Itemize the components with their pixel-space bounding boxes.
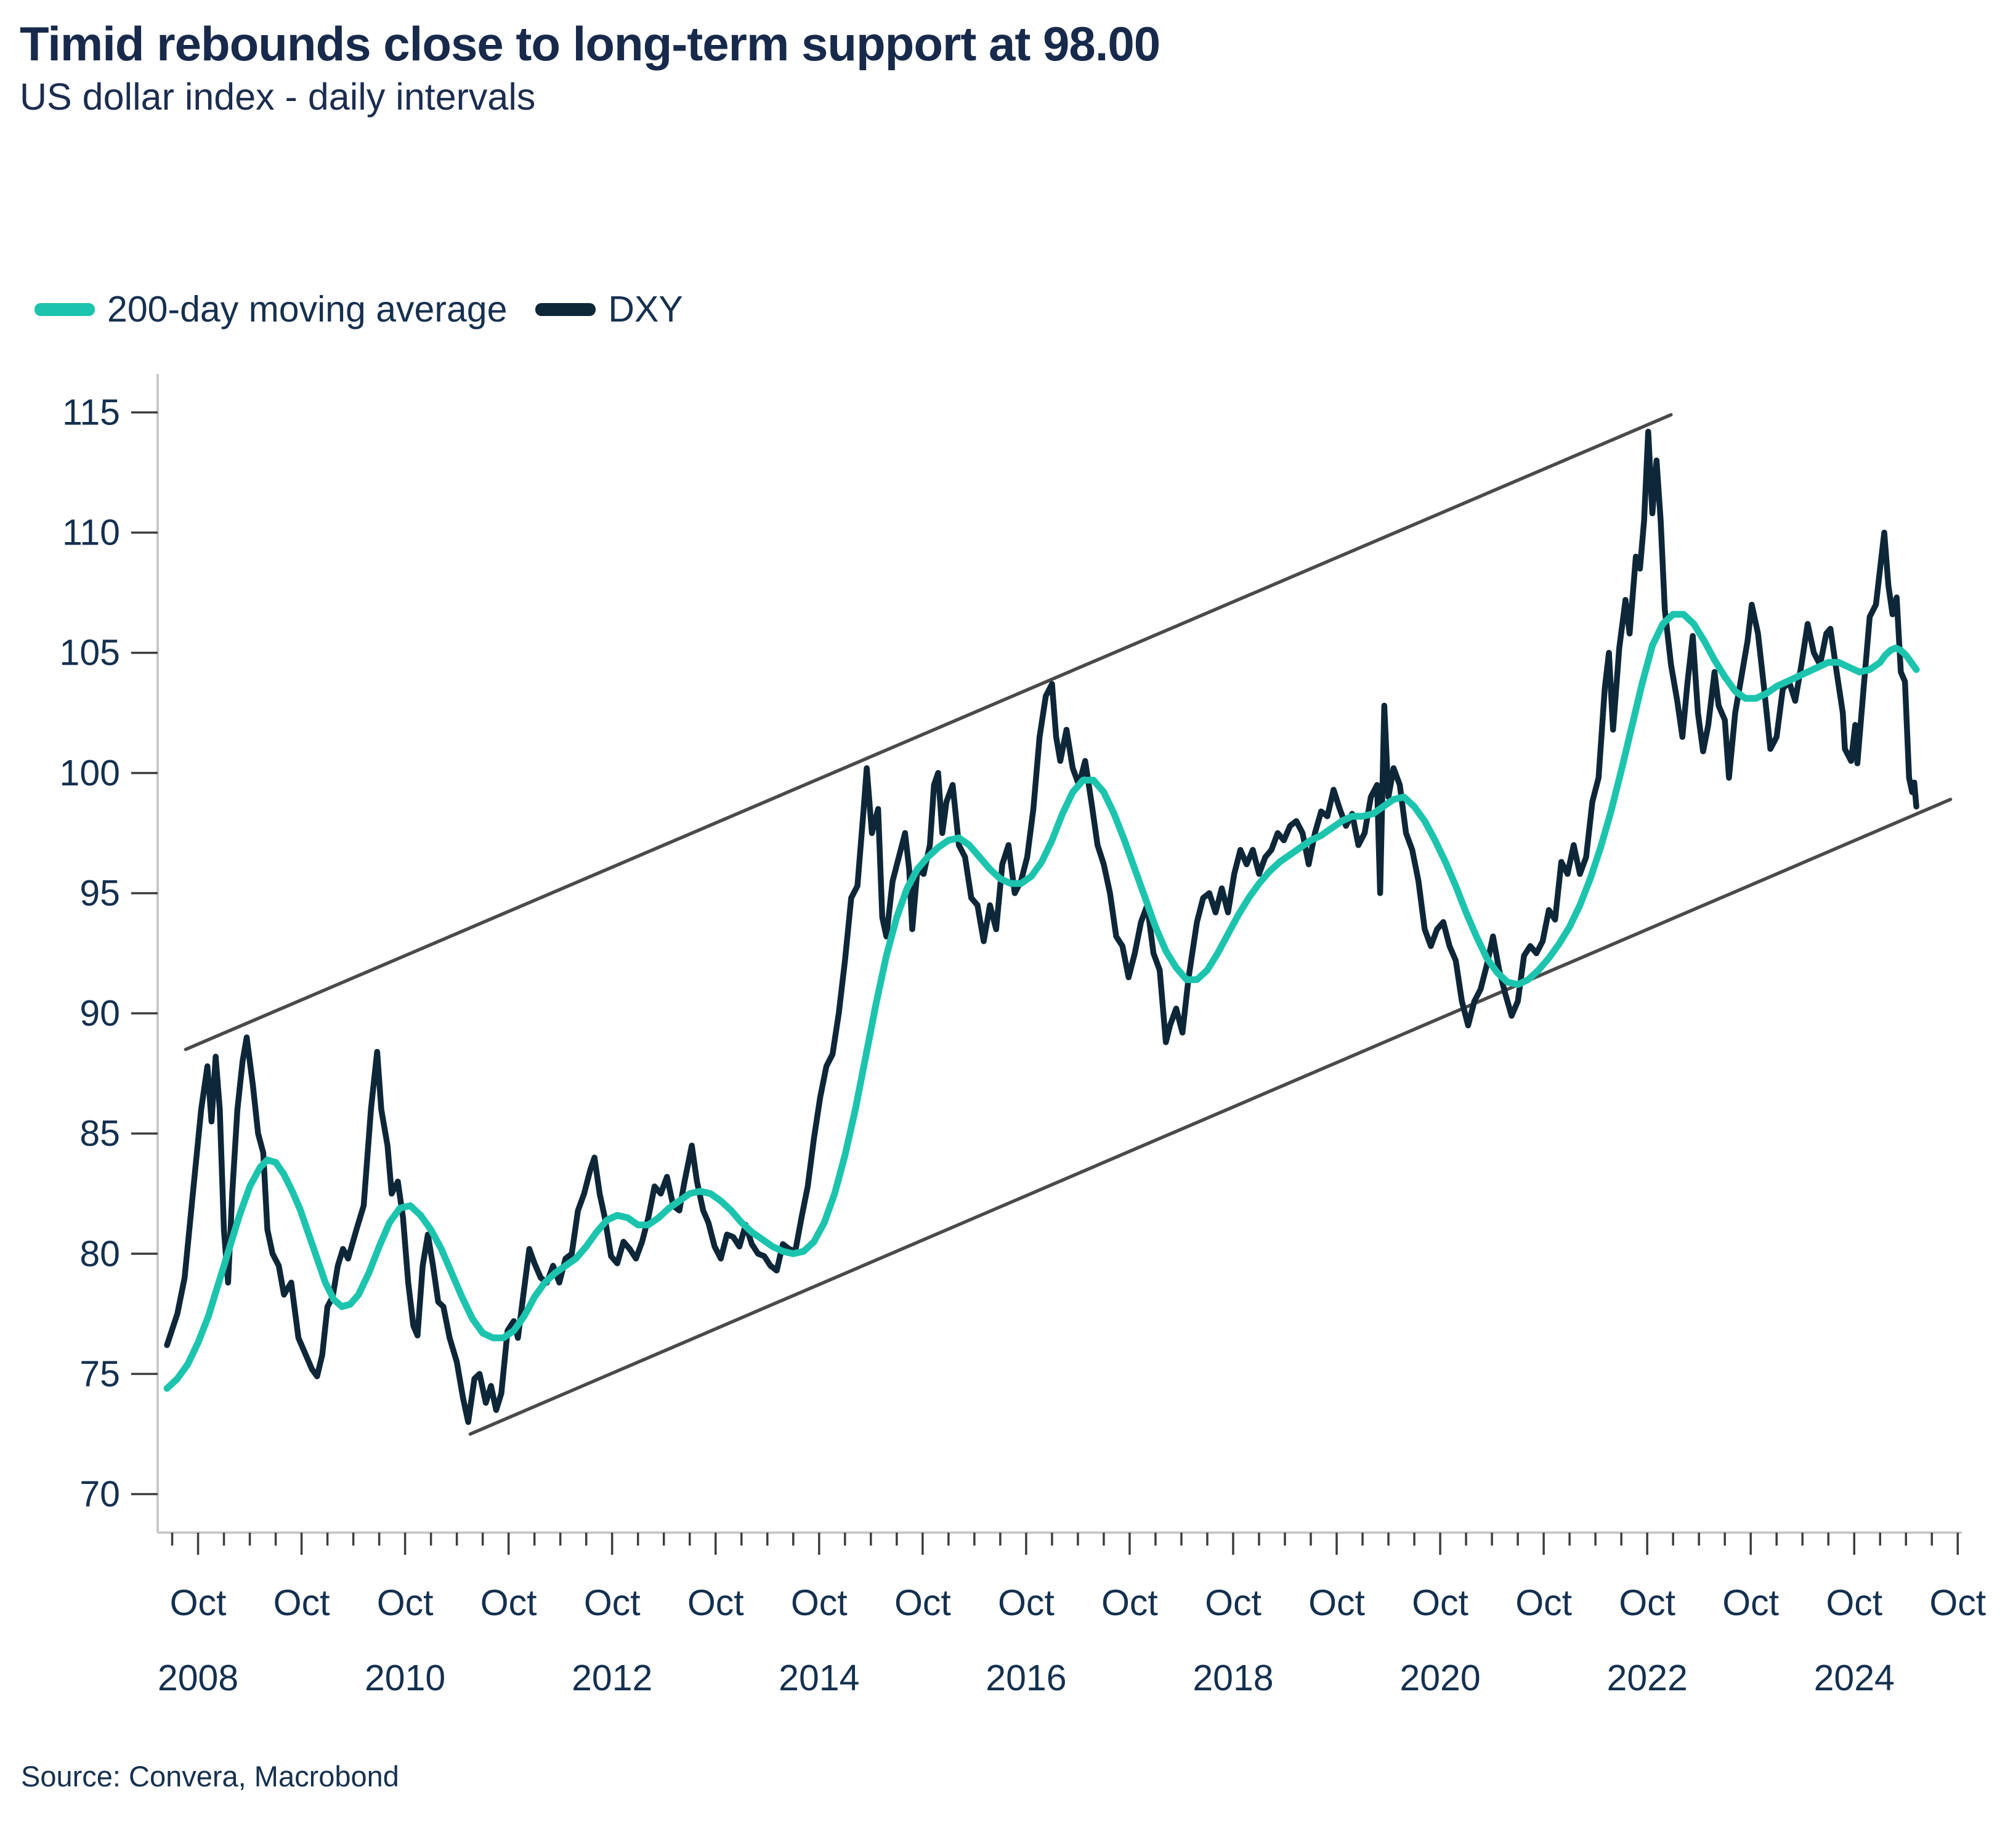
- x-tick-year-label: 2012: [572, 1658, 652, 1698]
- x-tick-month-label: Oct: [1929, 1583, 1986, 1623]
- x-tick-month-label: Oct: [480, 1583, 537, 1623]
- legend-label-moving-average: 200-day moving average: [107, 289, 508, 330]
- page-title: Timid rebounds close to long-term suppor…: [20, 17, 1160, 71]
- y-tick-label: 115: [62, 392, 120, 432]
- x-tick-month-label: Oct: [1412, 1583, 1468, 1623]
- x-tick-year-label: 2022: [1607, 1658, 1688, 1698]
- x-tick-month-label: Oct: [1205, 1583, 1262, 1623]
- legend-swatch-dxy: [535, 302, 596, 316]
- x-tick-year-label: 2018: [1193, 1658, 1273, 1698]
- x-tick-year-label: 2014: [779, 1658, 859, 1698]
- x-tick-year-label: 2020: [1399, 1658, 1480, 1698]
- legend-item-moving-average: 200-day moving average: [34, 288, 507, 330]
- y-tick-label: 100: [60, 753, 120, 793]
- x-tick-month-label: Oct: [377, 1583, 434, 1623]
- y-tick-label: 90: [79, 993, 120, 1034]
- trend-channel-lower-line: [468, 797, 1953, 1436]
- x-tick-month-label: Oct: [1308, 1583, 1365, 1623]
- y-tick-label: 95: [79, 873, 120, 914]
- source-note: Source: Convera, Macrobond: [21, 1760, 399, 1793]
- trend-channel-upper-line: [184, 413, 1673, 1052]
- series-line-moving-average: [163, 610, 1920, 1392]
- legend-label-dxy: DXY: [608, 289, 683, 330]
- x-tick-year-label: 2016: [986, 1658, 1066, 1698]
- x-tick-year-label: 2008: [158, 1658, 238, 1698]
- y-tick-label: 85: [79, 1113, 120, 1154]
- x-tick-month-label: Oct: [1826, 1583, 1882, 1623]
- x-tick-month-label: Oct: [1101, 1583, 1158, 1623]
- y-tick-label: 75: [79, 1353, 120, 1394]
- page-subtitle: US dollar index - daily intervals: [20, 76, 536, 118]
- legend-item-dxy: DXY: [535, 288, 683, 330]
- y-tick-label: 80: [79, 1233, 120, 1274]
- x-tick-month-label: Oct: [170, 1583, 227, 1623]
- x-tick-month-label: Oct: [1619, 1583, 1675, 1623]
- legend-swatch-moving-average: [34, 302, 95, 316]
- x-tick-month-label: Oct: [687, 1583, 744, 1623]
- series-line-dxy: [164, 428, 1919, 1425]
- y-tick-label: 105: [60, 633, 120, 673]
- x-tick-month-label: Oct: [894, 1583, 951, 1623]
- x-tick-month-label: Oct: [791, 1583, 848, 1623]
- x-tick-month-label: Oct: [998, 1583, 1055, 1623]
- x-tick-month-label: Oct: [1515, 1583, 1572, 1623]
- legend: 200-day moving average DXY: [34, 288, 683, 330]
- x-tick-month-label: Oct: [1722, 1583, 1779, 1623]
- x-tick-month-label: Oct: [584, 1583, 641, 1623]
- y-tick-label: 70: [79, 1474, 120, 1515]
- y-tick-label: 110: [62, 513, 120, 553]
- x-tick-year-label: 2010: [365, 1658, 445, 1698]
- x-tick-month-label: Oct: [273, 1583, 330, 1623]
- x-tick-year-label: 2024: [1814, 1658, 1895, 1698]
